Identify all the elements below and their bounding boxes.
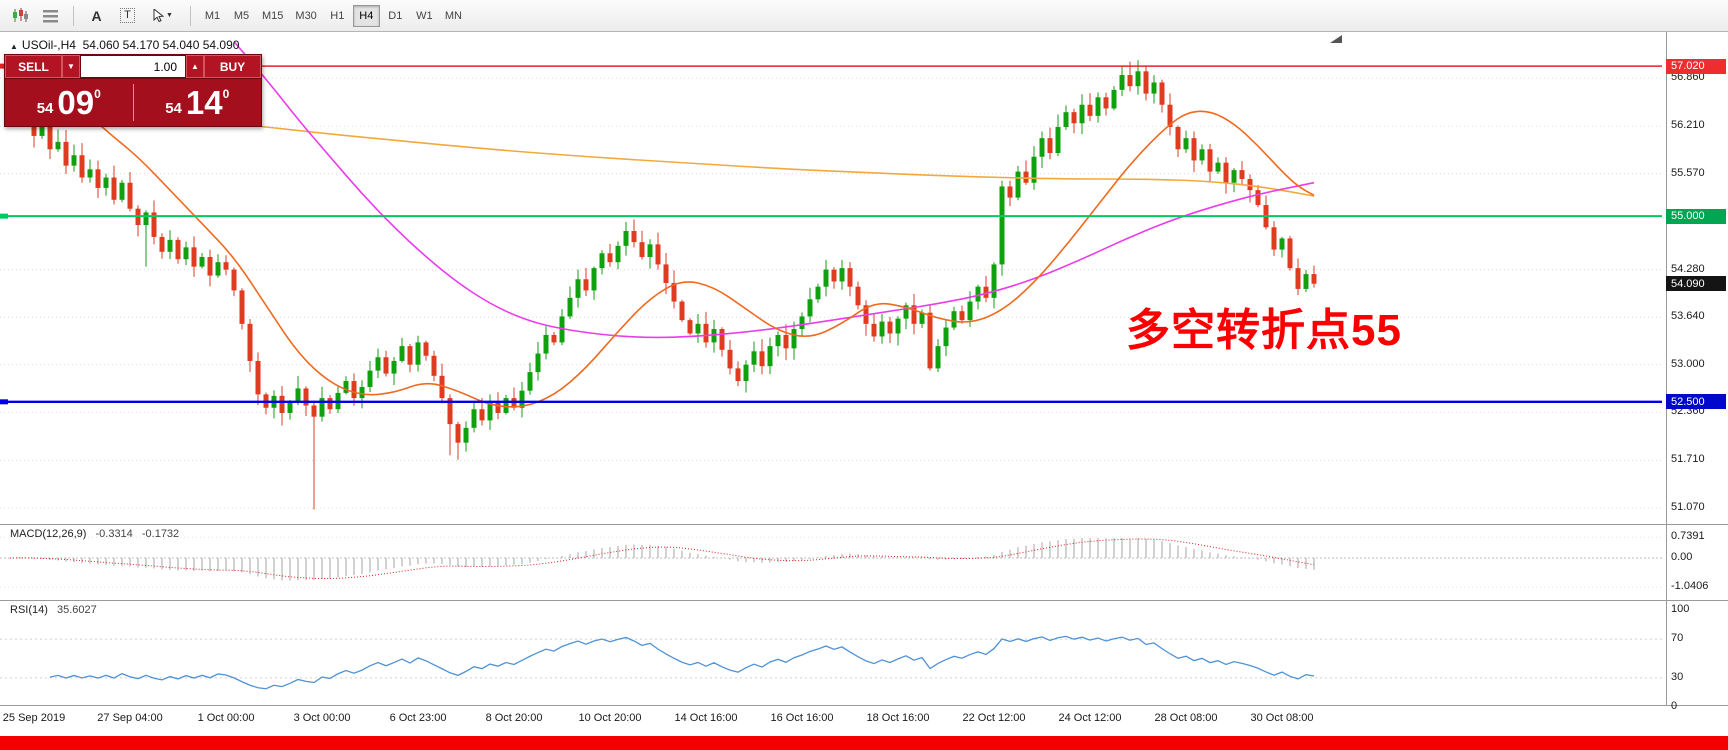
time-label: 6 Oct 23:00 <box>389 712 447 724</box>
time-axis: 25 Sep 2019 27 Sep 04:00 1 Oct 00:00 3 Oct … <box>0 705 1728 737</box>
textbox-tool-icon: T <box>120 8 135 23</box>
chevron-down-icon: ▼ <box>166 12 173 19</box>
price-divider <box>132 84 134 121</box>
rsi-name: RSI(14) <box>10 604 48 616</box>
rsi-tick-label: 0 <box>1671 700 1678 712</box>
price-tick-label: 51.710 <box>1671 453 1705 466</box>
text-tool-icon: A <box>91 7 102 24</box>
volume-decrease-button[interactable]: ▼ <box>62 55 80 78</box>
cursor-arrow-icon <box>153 9 165 22</box>
hline-price-badge[interactable]: 55.000 <box>1666 208 1726 224</box>
time-label: 22 Oct 12:00 <box>962 712 1026 724</box>
volume-increase-button[interactable]: ▲ <box>186 55 204 78</box>
time-label: 27 Sep 04:00 <box>97 712 163 724</box>
candlestick-series <box>7 60 1317 510</box>
time-label: 30 Oct 08:00 <box>1250 712 1314 724</box>
macd-indicator <box>9 537 1315 581</box>
time-label: 14 Oct 16:00 <box>674 712 738 724</box>
time-label: 18 Oct 16:00 <box>866 712 930 724</box>
time-label: 10 Oct 20:00 <box>578 712 642 724</box>
symbol-header: ▲ USOil-,H4 54.060 54.170 54.040 54.090 <box>10 38 239 52</box>
one-click-trading-panel: SELL ▼ 1.00 ▲ BUY 54 09 0 54 14 0 <box>4 54 262 127</box>
ma-fast <box>41 59 1315 408</box>
timeframe-button-d1[interactable]: D1 <box>388 9 403 22</box>
sell-price-display[interactable]: 54 09 0 <box>5 79 133 126</box>
sell-price-main: 09 <box>57 84 95 121</box>
macd-value-1: -0.3314 <box>95 528 133 540</box>
chart-area[interactable]: ▲ USOil-,H4 54.060 54.170 54.040 54.090 S… <box>0 32 1728 737</box>
macd-tick-label: 0.7391 <box>1671 530 1705 543</box>
timeframe-button-m5[interactable]: M5 <box>233 9 250 22</box>
candlestick-chart-icon <box>12 8 28 22</box>
rsi-value: 35.6027 <box>56 604 97 616</box>
textbox-tool-button[interactable]: T <box>113 3 142 29</box>
toolbar-separator <box>190 5 191 26</box>
macd-tick-label: 0.00 <box>1671 551 1693 563</box>
timeframe-button-m1[interactable]: M1 <box>204 9 221 22</box>
toolbar: A T ▼ M1 M5 M15 M30 H1 H4 D1 W1 MN <box>0 0 1728 32</box>
macd-name: MACD(12,26,9) <box>10 528 87 540</box>
time-label: 16 Oct 16:00 <box>770 712 834 724</box>
buy-price-display[interactable]: 54 14 0 <box>134 79 262 126</box>
time-label: 25 Sep 2019 <box>2 712 66 724</box>
sell-price-big: 54 <box>36 100 54 117</box>
hline-price-badge[interactable]: 57.020 <box>1666 58 1726 74</box>
price-scale: 56.860 56.210 55.570 54.280 53.640 53.000 52.3… <box>1666 32 1728 736</box>
timeframe-button-m30[interactable]: M30 <box>295 9 317 22</box>
price-tick-label: 53.640 <box>1671 310 1705 323</box>
list-lines-icon <box>43 9 58 22</box>
symbol-ohlc-values: 54.060 54.170 54.040 54.090 <box>82 38 240 52</box>
timeframe-button-h1[interactable]: H1 <box>330 9 345 22</box>
time-label: 1 Oct 00:00 <box>197 712 255 724</box>
moving-averages <box>9 41 1315 408</box>
indicators-icon-button[interactable] <box>5 3 34 29</box>
text-tool-button[interactable]: A <box>82 3 111 29</box>
buy-price-big: 54 <box>165 100 182 117</box>
sell-price-sup: 0 <box>94 87 101 101</box>
price-tick-label: 56.210 <box>1671 119 1705 132</box>
buy-price-main: 14 <box>185 84 223 121</box>
window-tile-icon-button[interactable] <box>36 3 65 29</box>
time-label: 3 Oct 00:00 <box>293 712 351 724</box>
cursor-tool-button[interactable]: ▼ <box>144 3 182 29</box>
macd-label: MACD(12,26,9) -0.3314 -0.1732 <box>10 528 179 540</box>
price-tick-label: 53.000 <box>1671 357 1705 370</box>
hline-price-badge[interactable]: 52.500 <box>1666 394 1726 410</box>
chart-canvas[interactable] <box>0 32 1728 705</box>
time-label: 24 Oct 12:00 <box>1058 712 1122 724</box>
bottom-red-bar <box>0 736 1728 750</box>
timeframe-button-w1[interactable]: W1 <box>416 9 433 22</box>
buy-price-sup: 0 <box>222 87 230 101</box>
buy-button[interactable]: BUY <box>204 55 261 78</box>
grid <box>0 77 1662 679</box>
timeframe-button-h4[interactable]: H4 <box>352 4 380 27</box>
timeframe-button-m15[interactable]: M15 <box>262 9 284 22</box>
volume-input[interactable]: 1.00 <box>80 55 186 78</box>
price-tick-label: 56.860 <box>1671 71 1705 83</box>
rsi-tick-label: 70 <box>1671 632 1684 645</box>
macd-tick-label: -1.0406 <box>1671 580 1709 593</box>
toolbar-separator <box>73 5 74 26</box>
rsi-label: RSI(14) 35.6027 <box>10 604 97 616</box>
horizontal-lines[interactable] <box>0 63 1662 405</box>
symbol-title: USOil-,H4 <box>21 38 76 52</box>
last-price-badge: 54.090 <box>1666 276 1726 292</box>
timeframe-button-mn[interactable]: MN <box>444 9 462 22</box>
price-tick-label: 55.570 <box>1671 166 1705 179</box>
rsi-tick-label: 100 <box>1671 603 1690 615</box>
chart-shift-marker[interactable] <box>1330 35 1342 43</box>
one-click-collapse-icon[interactable]: ▲ <box>10 42 18 51</box>
pane-borders <box>0 32 1728 705</box>
ma-slow <box>9 97 1315 197</box>
rsi-indicator <box>49 635 1315 690</box>
price-tick-label: 51.070 <box>1671 501 1705 514</box>
sell-button[interactable]: SELL <box>5 55 62 78</box>
rsi-tick-label: 30 <box>1671 670 1684 683</box>
ma-mid <box>233 41 1315 339</box>
macd-value-2: -0.1732 <box>141 528 180 540</box>
time-label: 8 Oct 20:00 <box>485 712 543 724</box>
time-label: 28 Oct 08:00 <box>1154 712 1218 724</box>
chart-text-annotation[interactable]: 多空转折点55 <box>1126 306 1402 355</box>
price-tick-label: 54.280 <box>1671 262 1705 275</box>
